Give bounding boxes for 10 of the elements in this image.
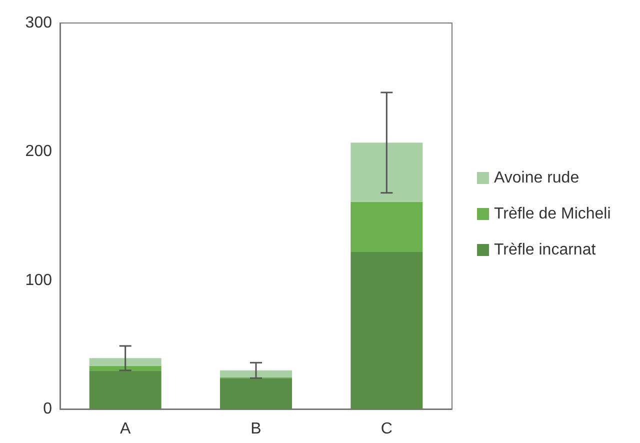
- x-tick-label: B: [250, 420, 262, 438]
- y-tick-label: 200: [25, 143, 52, 160]
- legend-label: Trèfle de Micheli: [494, 206, 611, 222]
- y-tick-label: 300: [25, 14, 52, 32]
- y-tick-label: 100: [25, 272, 52, 289]
- x-tick-label: C: [380, 420, 392, 438]
- x-tick-label: A: [120, 420, 131, 438]
- legend-label: Trèfle incarnat: [494, 242, 596, 258]
- legend-label: Avoine rude: [494, 170, 580, 186]
- y-tick-label: 0: [43, 400, 52, 418]
